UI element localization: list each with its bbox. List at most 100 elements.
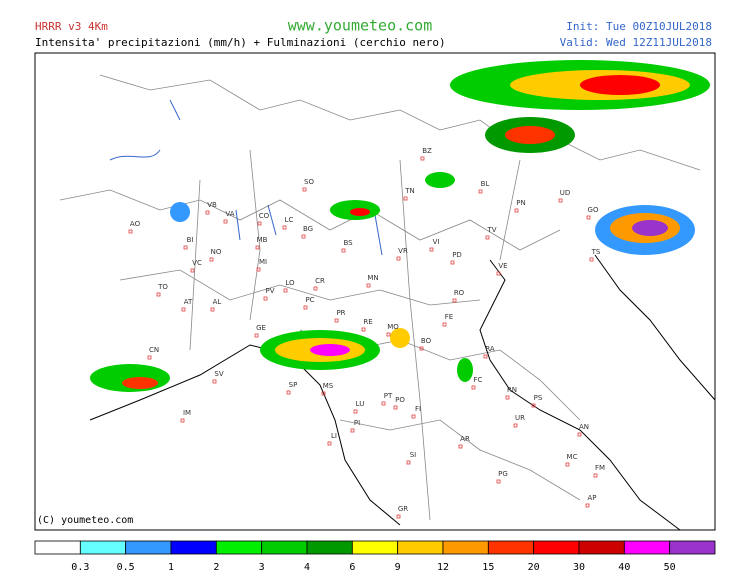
city-marker [531,403,536,408]
city-marker [458,444,463,449]
city-label: VC [192,259,202,267]
city-label: PN [516,199,525,207]
city-marker [257,221,262,226]
city-label: NO [211,248,222,256]
legend-label: 40 [618,562,630,573]
city-label: GR [398,505,408,513]
city-label: LU [356,400,365,408]
city-marker [283,288,288,293]
city-label: AO [130,220,141,228]
city-label: IM [183,409,191,417]
city-label: BO [421,337,432,345]
city-marker [301,234,306,239]
city-marker [256,267,261,272]
city-label: VI [433,238,440,246]
legend-swatch [442,540,489,555]
legend-label: 3 [259,562,265,573]
city-marker [180,418,185,423]
city-label: PS [534,394,543,402]
legend-swatch [487,540,535,555]
city-label: RO [454,289,465,297]
city-marker [341,248,346,253]
city-marker [255,245,260,250]
legend-label: 12 [437,562,449,573]
subtitle: Intensita' precipitazioni (mm/h) + Fulmi… [35,36,446,49]
legend-swatch [351,540,399,555]
city-marker [181,307,186,312]
city-label: BI [187,236,194,244]
city-label: AP [587,494,596,502]
city-label: GO [588,206,599,214]
city-label: PO [395,396,405,404]
city-label: AT [184,298,193,306]
city-marker [396,256,401,261]
city-marker [558,198,563,203]
city-label: VE [498,262,507,270]
city-marker [593,473,598,478]
city-label: BL [481,180,490,188]
city-marker [420,156,425,161]
city-label: TO [157,283,168,291]
city-marker [396,514,401,519]
map-frame [34,52,716,531]
city-marker [327,441,332,446]
city-marker [429,247,434,252]
city-label: MN [367,274,378,282]
city-marker [209,257,214,262]
legend-label: 20 [528,562,540,573]
city-label: BS [343,239,353,247]
city-marker [205,210,210,215]
city-label: AR [460,435,470,443]
city-label: UR [515,414,525,422]
city-marker [565,462,570,467]
city-label: FM [595,464,605,472]
city-marker [313,286,318,291]
site: www.youmeteo.com [288,17,433,35]
city-marker [496,271,501,276]
city-marker [282,225,287,230]
city-label: PD [452,251,462,259]
city-label: RA [485,345,495,353]
city-label: RN [507,386,517,394]
city-marker [147,355,152,360]
city-label: PT [384,392,393,400]
valid-time: Valid: Wed 12Z11JUL2018 [560,36,712,49]
city-marker [212,379,217,384]
legend-label: 1 [168,562,174,573]
city-marker [505,395,510,400]
city-label: PV [265,287,274,295]
city-marker [513,423,518,428]
city-label: TS [591,248,601,256]
city-marker [514,208,519,213]
city-marker [321,391,326,396]
city-marker [263,296,268,301]
legend-label: 6 [349,562,355,573]
city-marker [303,305,308,310]
city-label: MB [257,236,268,244]
init-time: Init: Tue 00Z10JUL2018 [566,20,712,33]
city-marker [183,245,188,250]
city-label: AN [579,423,589,431]
legend-swatch [170,540,217,555]
city-marker [393,405,398,410]
city-marker [286,390,291,395]
city-marker [223,219,228,224]
city-marker [419,346,424,351]
city-marker [350,428,355,433]
copyright: (C) youmeteo.com [37,515,133,526]
city-marker [471,385,476,390]
city-marker [411,414,416,419]
city-marker [190,268,195,273]
legend-label: 50 [664,562,676,573]
legend-swatch [306,540,353,555]
city-label: TN [404,187,415,195]
city-marker [442,322,447,327]
city-marker [586,215,591,220]
legend-label: 30 [573,562,585,573]
legend-swatch [669,540,716,555]
city-marker [210,307,215,312]
city-label: AL [213,298,222,306]
city-label: SV [214,370,223,378]
city-marker [361,327,366,332]
coastline [89,254,716,531]
